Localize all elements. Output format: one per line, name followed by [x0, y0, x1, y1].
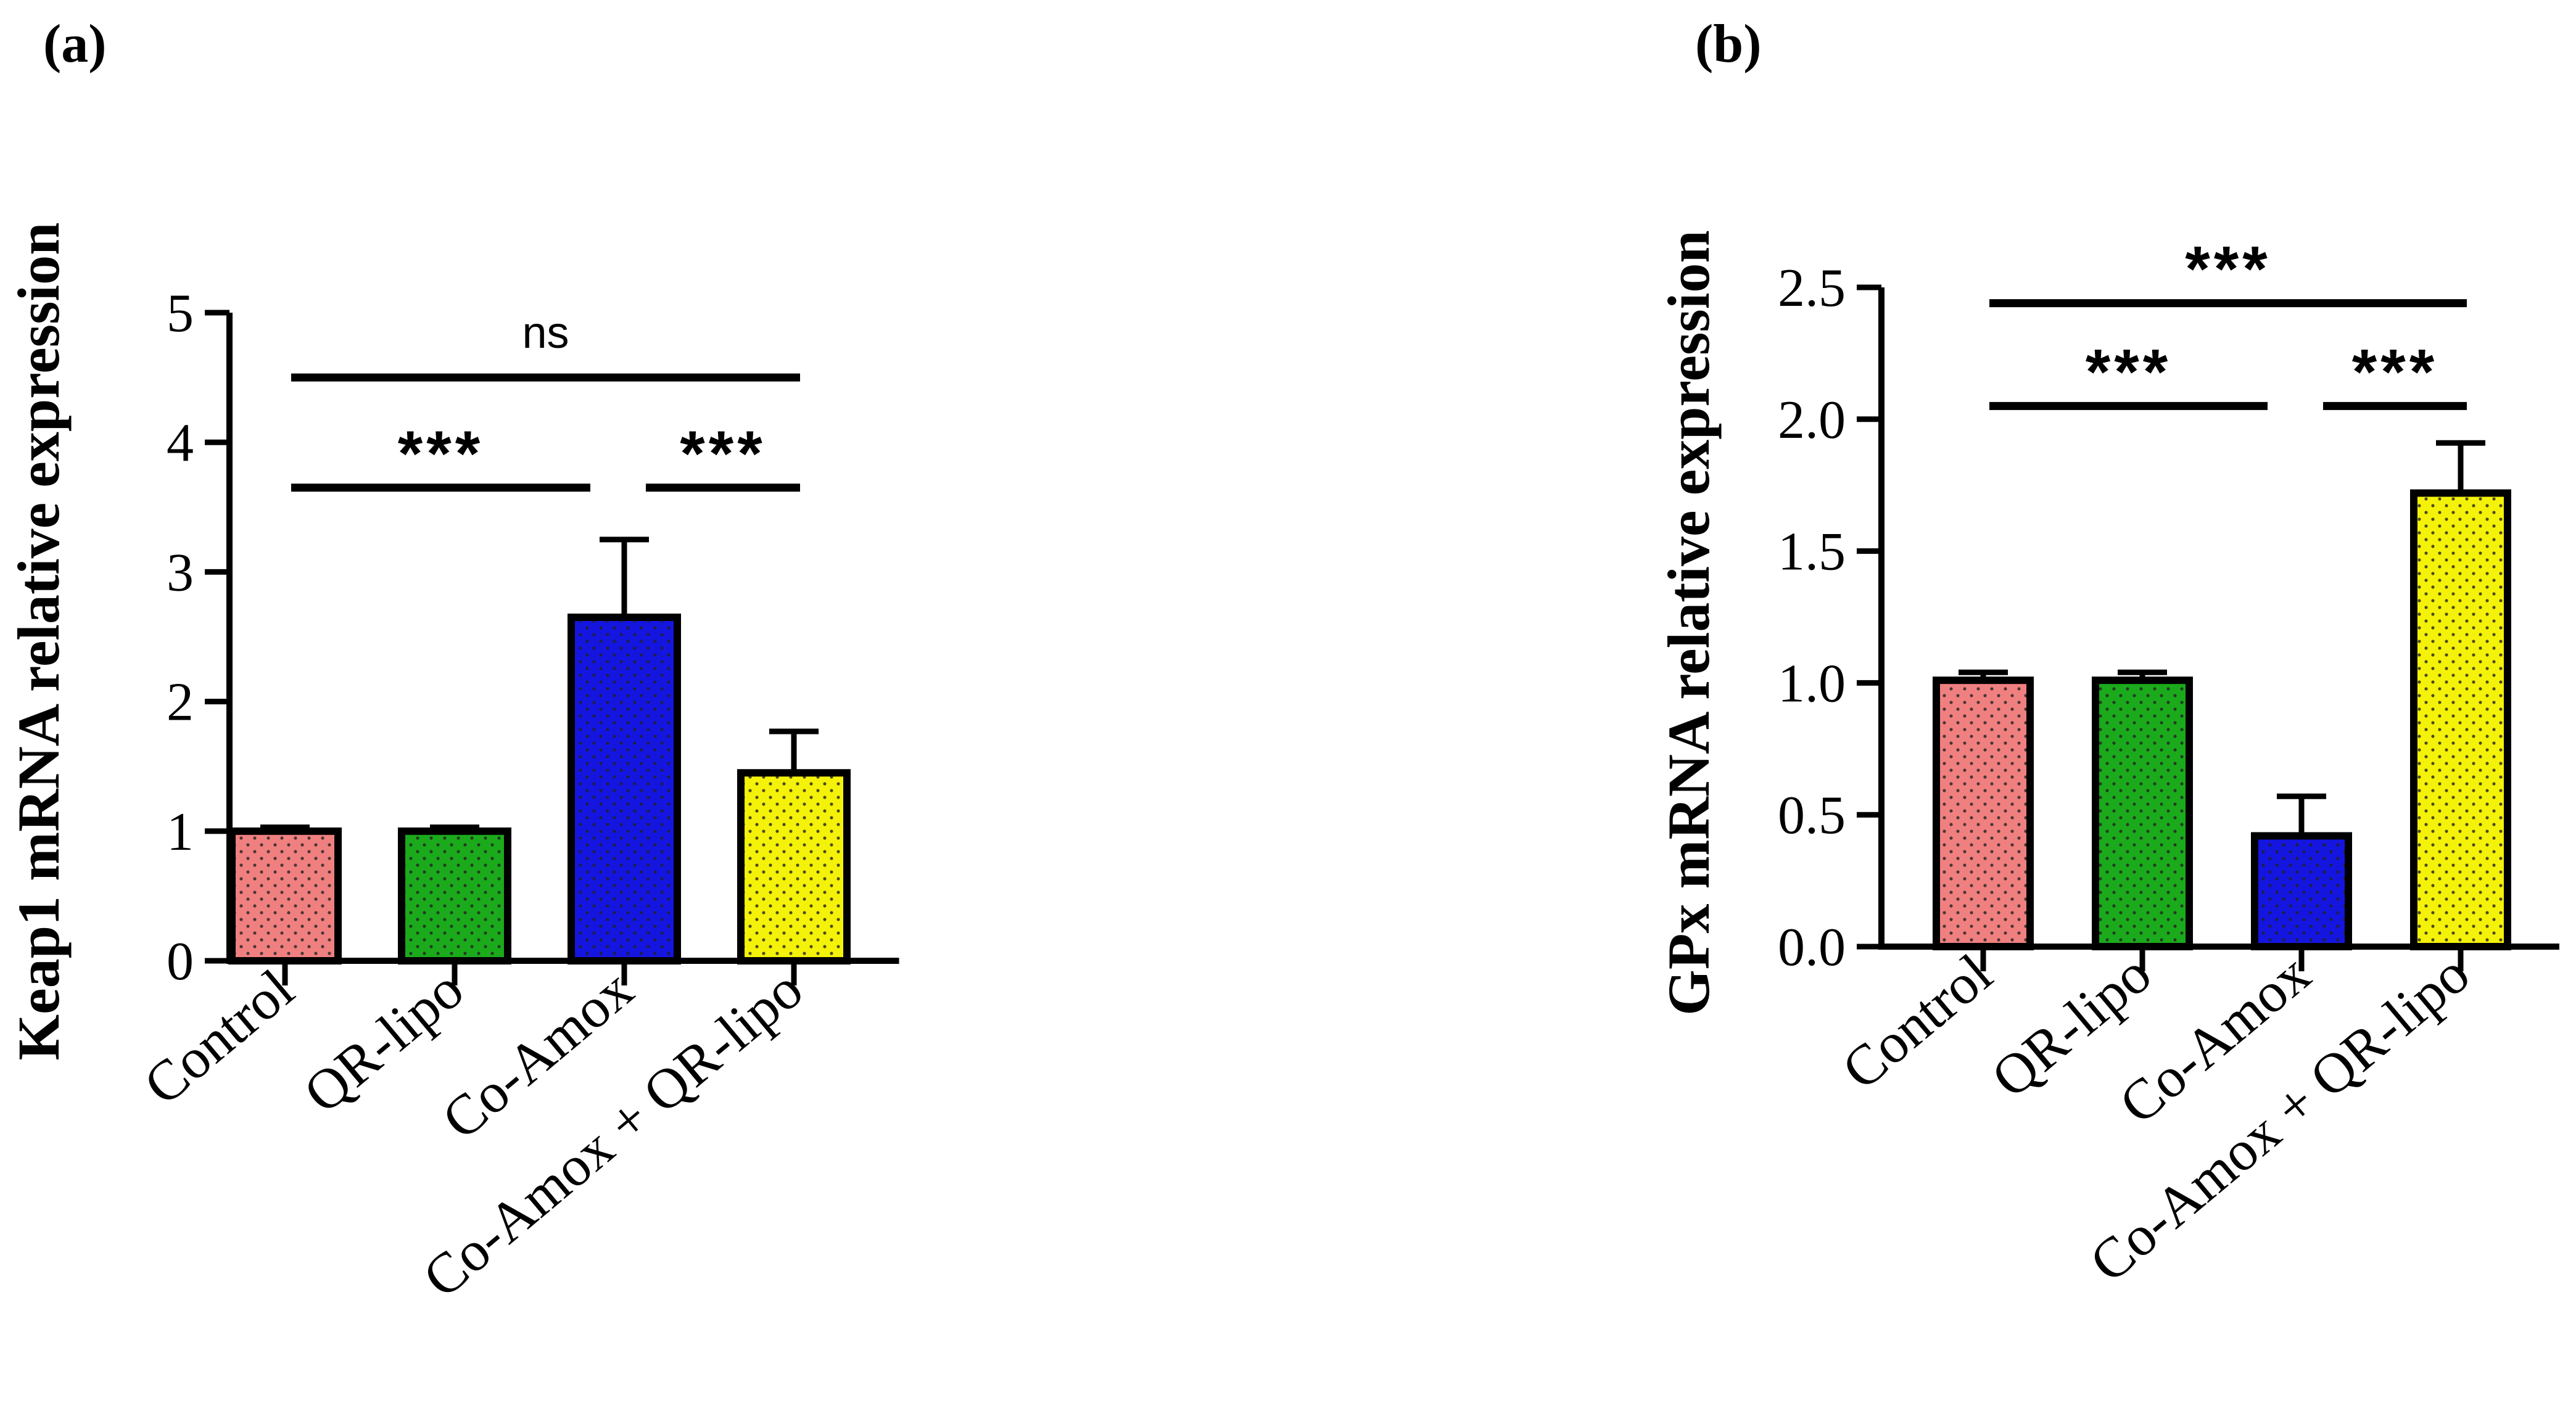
y-tick-label: 0	[167, 932, 194, 992]
bar-pattern	[232, 831, 338, 961]
y-tick-label: 5	[167, 284, 194, 343]
bar-pattern	[2255, 836, 2348, 947]
bar-pattern	[741, 773, 847, 961]
significance-stars: ***	[398, 418, 484, 490]
significance-stars: ***	[2086, 336, 2171, 408]
y-axis-label: Keap1 mRNA relative expression	[6, 223, 72, 1061]
bar-pattern	[2095, 680, 2189, 947]
significance-stars: ***	[680, 418, 766, 490]
bar-pattern	[2414, 493, 2508, 947]
y-tick-label: 4	[167, 413, 194, 473]
y-tick-label: 2.5	[1778, 258, 1846, 318]
panel-label: (b)	[1695, 14, 1762, 74]
y-tick-label: 0.0	[1778, 918, 1846, 977]
y-tick-label: 2.0	[1778, 390, 1846, 450]
significance-stars: ***	[2352, 336, 2438, 408]
panel-b: (b) GPx mRNA relative expression 0.0 0.5 1.0…	[1656, 14, 2559, 1294]
y-tick-label: 1.5	[1778, 522, 1846, 582]
bar-pattern	[571, 617, 677, 961]
y-tick-label: 1.0	[1778, 654, 1846, 714]
x-tick-label: Control	[132, 957, 305, 1117]
panel-label: (a)	[43, 14, 107, 74]
panel-a: (a) Keap1 mRNA relative expression 0 1 2 3 4 5 C…	[6, 14, 899, 1310]
y-tick-label: 3	[167, 543, 194, 603]
bar-pattern	[1936, 680, 2030, 947]
x-tick-label: Control	[1830, 942, 2004, 1101]
y-axis-label: GPx mRNA relative expression	[1656, 230, 1722, 1016]
y-tick-label: 1	[167, 802, 194, 862]
bar-pattern	[402, 831, 508, 961]
y-tick-label: 0.5	[1778, 786, 1846, 845]
y-tick-label: 2	[167, 673, 194, 733]
significance-stars: ***	[2185, 234, 2271, 305]
ns-label: ns	[522, 308, 569, 358]
